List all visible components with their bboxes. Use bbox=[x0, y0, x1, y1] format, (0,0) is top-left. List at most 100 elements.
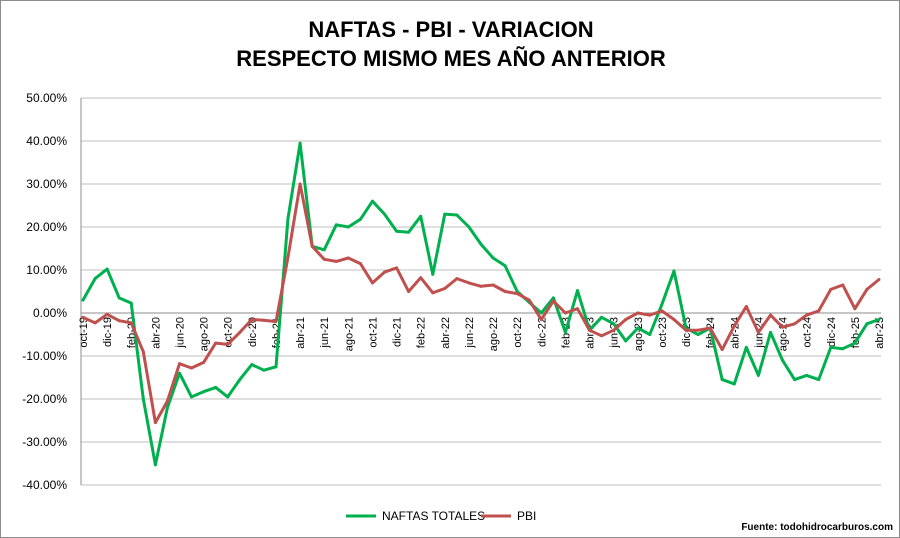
data-point bbox=[153, 463, 157, 467]
x-tick-label: abr-24 bbox=[729, 317, 741, 349]
data-point bbox=[370, 199, 374, 203]
data-point bbox=[129, 301, 133, 305]
data-point bbox=[805, 313, 809, 317]
legend-label: NAFTAS TOTALES bbox=[382, 509, 485, 523]
x-tick-label: oct-24 bbox=[802, 317, 814, 348]
data-point bbox=[262, 318, 266, 322]
data-point bbox=[419, 276, 423, 280]
data-point bbox=[503, 290, 507, 293]
data-point bbox=[322, 257, 326, 261]
data-point bbox=[575, 307, 579, 311]
data-point bbox=[612, 322, 616, 326]
data-point bbox=[443, 286, 447, 290]
data-point bbox=[648, 313, 652, 317]
series-line-naftas bbox=[81, 141, 880, 467]
data-point bbox=[744, 305, 748, 309]
data-point bbox=[865, 322, 869, 326]
x-tick-label: feb-22 bbox=[416, 317, 428, 348]
data-point bbox=[660, 302, 664, 306]
chart-title: NAFTAS - PBI - VARIACION RESPECTO MISMO … bbox=[1, 15, 899, 73]
data-point bbox=[431, 272, 435, 276]
data-point bbox=[781, 325, 785, 329]
data-point bbox=[684, 328, 688, 332]
data-point bbox=[298, 141, 302, 145]
data-point bbox=[346, 225, 350, 229]
data-point bbox=[358, 217, 362, 221]
data-point bbox=[636, 326, 640, 330]
data-point bbox=[407, 230, 411, 234]
data-point bbox=[672, 317, 676, 321]
legend-label: PBI bbox=[517, 509, 536, 523]
data-point bbox=[805, 373, 809, 377]
data-point bbox=[865, 287, 869, 291]
data-point bbox=[322, 248, 326, 252]
x-tick-label: abr-21 bbox=[295, 317, 307, 349]
data-point bbox=[768, 330, 772, 334]
data-point bbox=[563, 330, 567, 334]
x-tick-label: dic-21 bbox=[392, 317, 404, 347]
data-point bbox=[141, 397, 145, 401]
data-point bbox=[93, 277, 97, 281]
y-tick-label: -40.00% bbox=[22, 478, 67, 492]
y-tick-label: 20.00% bbox=[26, 220, 67, 234]
data-point bbox=[829, 287, 833, 291]
data-point bbox=[383, 270, 387, 274]
data-point bbox=[177, 371, 181, 375]
x-tick-label: feb-25 bbox=[850, 317, 862, 348]
data-point bbox=[190, 366, 194, 370]
y-tick-label: 0.00% bbox=[33, 306, 67, 320]
data-point bbox=[491, 256, 495, 260]
data-point bbox=[600, 334, 604, 338]
data-point bbox=[274, 365, 278, 369]
data-point bbox=[129, 321, 133, 325]
source-credit: Fuente: todohidrocarburos.com bbox=[741, 522, 893, 533]
data-point bbox=[310, 244, 314, 248]
data-point bbox=[612, 328, 616, 332]
data-point bbox=[527, 298, 531, 302]
data-point bbox=[588, 328, 592, 332]
data-point bbox=[226, 395, 230, 399]
y-tick-label: -20.00% bbox=[22, 392, 67, 406]
data-point bbox=[238, 330, 242, 334]
data-point bbox=[624, 317, 628, 321]
data-point bbox=[117, 296, 121, 300]
data-point bbox=[286, 216, 290, 220]
data-point bbox=[768, 313, 772, 317]
data-point bbox=[177, 362, 181, 366]
data-point bbox=[214, 341, 218, 345]
data-point bbox=[551, 299, 555, 303]
data-point bbox=[817, 309, 821, 313]
data-point bbox=[696, 333, 700, 336]
y-tick-label: 10.00% bbox=[26, 263, 67, 277]
data-point bbox=[334, 223, 338, 227]
data-point bbox=[93, 321, 97, 325]
data-point bbox=[636, 311, 640, 315]
data-point bbox=[202, 390, 206, 394]
data-point bbox=[467, 281, 471, 285]
data-point bbox=[781, 358, 785, 362]
data-point bbox=[756, 373, 760, 377]
y-tick-label: 50.00% bbox=[26, 91, 67, 105]
data-point bbox=[467, 225, 471, 229]
data-point bbox=[732, 382, 736, 386]
data-point bbox=[117, 319, 121, 323]
data-point bbox=[877, 317, 881, 321]
data-point bbox=[515, 292, 519, 296]
y-tick-label: -10.00% bbox=[22, 349, 67, 363]
x-tick-label: ago-23 bbox=[633, 317, 645, 351]
data-point bbox=[720, 378, 724, 382]
data-point bbox=[250, 317, 254, 321]
data-point bbox=[503, 264, 507, 268]
data-point bbox=[165, 406, 169, 410]
data-point bbox=[262, 368, 266, 372]
data-point bbox=[286, 255, 290, 259]
data-point bbox=[539, 317, 543, 321]
x-tick-label: dic-22 bbox=[536, 317, 548, 347]
x-tick-label: jun-22 bbox=[464, 317, 476, 349]
data-point bbox=[455, 213, 459, 217]
data-point bbox=[383, 212, 387, 216]
data-point bbox=[407, 290, 411, 293]
x-tick-label: abr-22 bbox=[440, 317, 452, 349]
data-point bbox=[744, 345, 748, 349]
